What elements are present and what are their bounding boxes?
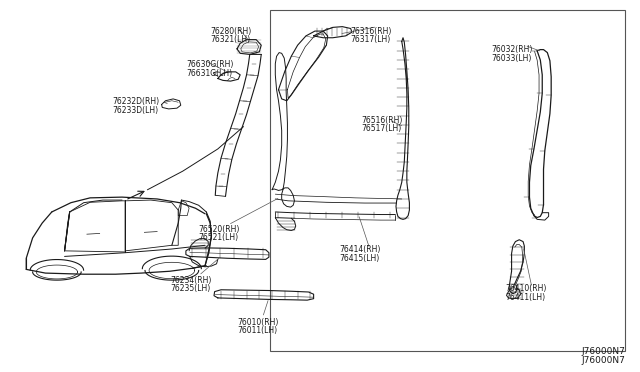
Text: 76411(LH): 76411(LH) [505, 293, 545, 302]
Text: 76630G(RH): 76630G(RH) [186, 60, 233, 69]
Text: 76410(RH): 76410(RH) [505, 284, 547, 293]
Text: 76317(LH): 76317(LH) [351, 35, 391, 44]
Text: 76414(RH): 76414(RH) [339, 245, 381, 254]
Text: 76234(RH): 76234(RH) [170, 276, 211, 285]
Text: 76033(LH): 76033(LH) [491, 54, 532, 63]
Text: 76316(RH): 76316(RH) [351, 27, 392, 36]
Bar [270, 10, 625, 351]
Text: 76235(LH): 76235(LH) [170, 284, 210, 293]
Text: 76516(RH): 76516(RH) [362, 116, 403, 125]
Text: 76521(LH): 76521(LH) [198, 234, 239, 243]
Text: 76233D(LH): 76233D(LH) [113, 106, 159, 115]
Text: 76280(RH): 76280(RH) [210, 27, 252, 36]
Text: 76631G(LH): 76631G(LH) [186, 68, 232, 77]
Text: J76000N7: J76000N7 [581, 347, 625, 356]
Text: 76010(RH): 76010(RH) [237, 318, 278, 327]
Text: J76000N7: J76000N7 [581, 356, 625, 365]
Text: 76232D(RH): 76232D(RH) [113, 97, 159, 106]
Text: 76011(LH): 76011(LH) [237, 326, 277, 335]
Text: 76517(LH): 76517(LH) [362, 124, 402, 133]
Text: 76032(RH): 76032(RH) [491, 45, 532, 54]
Text: 76415(LH): 76415(LH) [339, 254, 380, 263]
Text: 76321(LH): 76321(LH) [210, 35, 250, 44]
Text: 76520(RH): 76520(RH) [198, 225, 240, 234]
